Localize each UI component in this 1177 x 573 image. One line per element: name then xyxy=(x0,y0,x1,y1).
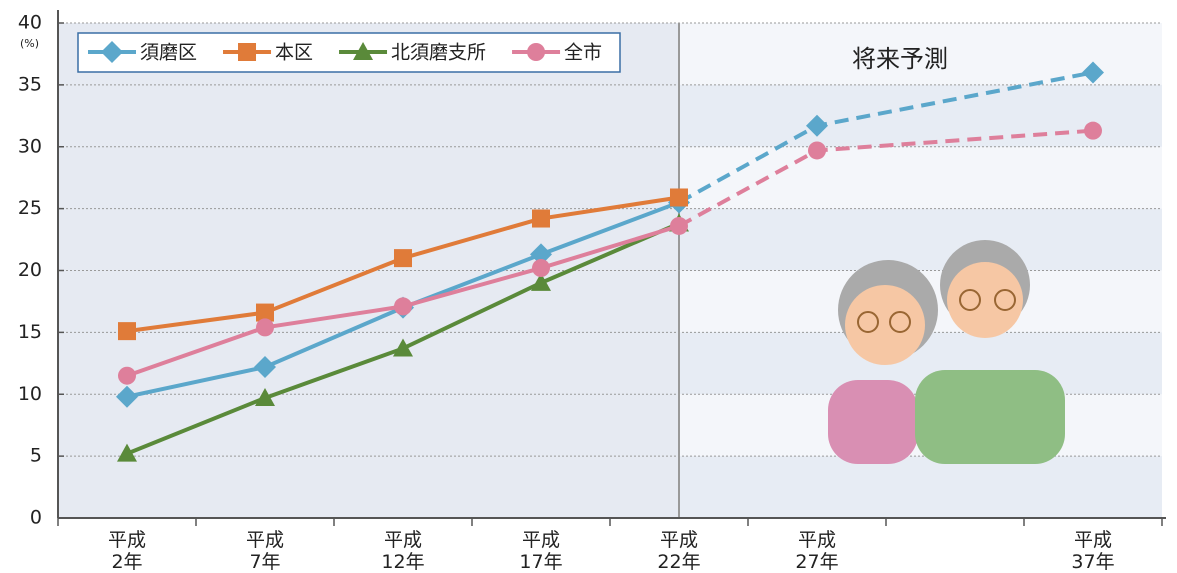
legend: 須磨区 本区 北須磨支所 全市 xyxy=(77,32,621,73)
legend-marker xyxy=(353,42,374,60)
marker xyxy=(255,387,275,406)
legend-label: 北須磨支所 xyxy=(391,42,486,64)
legend-label: 本区 xyxy=(275,42,313,64)
legend-label: 全市 xyxy=(564,42,602,64)
y-tick-label: 40 xyxy=(18,12,42,34)
marker xyxy=(256,303,274,322)
marker xyxy=(394,297,412,316)
legend-marker xyxy=(101,41,123,63)
marker xyxy=(531,272,551,291)
x-tick-label: 平成 2年 xyxy=(108,529,146,573)
x-tick-label: 平成 27年 xyxy=(795,529,838,573)
y-tick-label: 35 xyxy=(18,73,42,95)
y-tick-label: 20 xyxy=(18,259,42,281)
marker xyxy=(670,188,688,207)
marker xyxy=(116,385,138,408)
background xyxy=(58,23,1162,518)
marker xyxy=(393,338,413,357)
forecast-band xyxy=(679,208,1162,271)
marker xyxy=(118,322,136,341)
y-tick-label: 25 xyxy=(18,197,42,219)
y-tick-label: 0 xyxy=(30,507,42,529)
marker xyxy=(118,366,136,385)
marker xyxy=(117,443,137,462)
x-tick-label: 平成 37年 xyxy=(1071,529,1114,573)
marker xyxy=(808,141,826,160)
legend-label: 須磨区 xyxy=(140,42,197,64)
marker xyxy=(256,318,274,337)
x-tick-label: 平成 7年 xyxy=(246,529,284,573)
marker xyxy=(1082,61,1104,84)
y-tick-label: 15 xyxy=(18,321,42,343)
y-tick-label: 10 xyxy=(18,383,42,405)
forecast-band xyxy=(679,84,1162,147)
x-tick-label: 平成 22年 xyxy=(657,529,700,573)
marker xyxy=(254,356,276,379)
forecast-band xyxy=(679,456,1162,518)
x-tick-label: 平成 17年 xyxy=(519,529,562,573)
marker xyxy=(1084,121,1102,140)
illustration xyxy=(828,240,1065,464)
annotation: 将来予測 xyxy=(852,45,948,73)
marker xyxy=(394,249,412,268)
y-tick-label: 5 xyxy=(30,445,42,467)
x-tick-label: 平成 12年 xyxy=(381,529,424,573)
marker xyxy=(530,243,552,266)
marker xyxy=(806,114,828,137)
marker xyxy=(670,216,688,235)
y-tick-label: 30 xyxy=(18,135,42,157)
marker xyxy=(532,209,550,228)
legend-marker xyxy=(238,43,257,61)
y-unit: (%) xyxy=(20,37,39,50)
legend-marker xyxy=(527,43,546,61)
marker xyxy=(532,259,550,278)
